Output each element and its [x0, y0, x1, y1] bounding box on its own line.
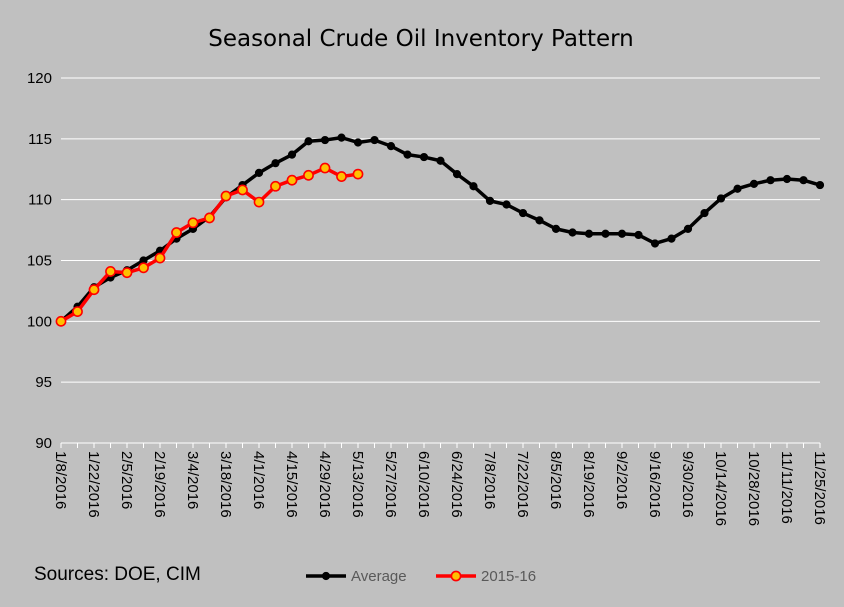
- data-point: [187, 217, 199, 229]
- y-tick-label: 110: [28, 192, 52, 209]
- x-tick-label: 4/29/2016: [316, 451, 333, 518]
- data-point: [601, 229, 610, 238]
- plot-series: [55, 133, 825, 327]
- legend-label: 2015-16: [481, 568, 536, 585]
- data-point: [72, 306, 83, 317]
- legend-label: Average: [351, 568, 407, 585]
- data-point: [650, 239, 660, 248]
- data-point: [287, 150, 297, 159]
- data-point: [584, 229, 594, 238]
- data-point: [782, 174, 792, 184]
- data-point: [436, 156, 445, 165]
- data-point: [518, 208, 528, 218]
- data-point: [320, 135, 330, 145]
- data-point: [154, 252, 166, 264]
- x-tick-label: 8/19/2016: [580, 451, 597, 518]
- data-point: [386, 142, 396, 151]
- data-point: [485, 196, 495, 205]
- data-point: [716, 194, 726, 203]
- axes: 90 95 100 105 110 115 120 1/8/2016 1/22/2016 2/5/…: [27, 70, 828, 526]
- y-tick-label: 105: [27, 253, 52, 270]
- data-point: [220, 190, 232, 202]
- data-point: [303, 169, 314, 181]
- data-point: [403, 150, 412, 159]
- x-tick-label: 7/8/2016: [481, 451, 498, 509]
- data-point: [337, 133, 346, 142]
- series-line: [60, 166, 359, 323]
- data-point: [733, 184, 742, 193]
- legend: Average 2015-16: [306, 568, 536, 585]
- x-tick-label: 6/10/2016: [415, 451, 432, 518]
- data-point: [667, 234, 676, 243]
- data-point: [171, 227, 182, 238]
- x-tick-label: 4/1/2016: [250, 451, 267, 509]
- x-tick-label: 9/30/2016: [679, 451, 696, 518]
- data-point: [352, 168, 364, 180]
- data-point: [799, 176, 808, 185]
- x-tick-label: 10/28/2016: [745, 451, 762, 526]
- chart-title: Seasonal Crude Oil Inventory Pattern: [208, 26, 634, 52]
- legend-swatch-marker: [450, 570, 462, 582]
- data-point: [370, 135, 379, 145]
- y-tick-label: 120: [27, 70, 52, 87]
- x-tick-label: 8/5/2016: [547, 451, 564, 509]
- data-point: [634, 230, 643, 240]
- data-point: [121, 267, 133, 279]
- data-point: [766, 176, 775, 185]
- legend-swatch-marker: [321, 571, 331, 581]
- x-tick-label: 1/8/2016: [52, 451, 69, 509]
- data-point: [535, 216, 544, 225]
- data-point: [617, 229, 627, 238]
- x-tick-label: 11/11/2016: [778, 451, 795, 524]
- data-point: [452, 170, 462, 179]
- data-point: [749, 179, 759, 188]
- x-tick-label: 10/14/2016: [712, 451, 729, 526]
- x-tick-label: 2/5/2016: [118, 451, 135, 509]
- x-tick-label: 5/13/2016: [349, 451, 366, 518]
- data-point: [270, 180, 281, 192]
- series-2015-16: [55, 162, 364, 327]
- x-tick-label: 9/16/2016: [646, 451, 663, 518]
- data-point: [336, 171, 347, 182]
- data-point: [419, 152, 429, 162]
- x-tick-label: 1/22/2016: [85, 451, 102, 518]
- data-point: [204, 212, 215, 224]
- x-tick-label: 3/4/2016: [184, 451, 201, 509]
- data-point: [105, 266, 116, 277]
- x-tick-label: 6/24/2016: [448, 451, 465, 518]
- y-tick-label: 90: [35, 435, 52, 452]
- y-tick-label: 100: [27, 313, 52, 330]
- data-point: [254, 168, 264, 177]
- data-point: [815, 180, 825, 190]
- x-tick-label: 11/25/2016: [811, 451, 828, 525]
- data-point: [683, 224, 693, 233]
- data-point: [568, 228, 577, 237]
- y-tick-label: 115: [28, 131, 52, 148]
- data-point: [469, 182, 478, 191]
- x-tick-label: 4/15/2016: [283, 451, 300, 518]
- y-tick-label: 95: [35, 374, 52, 391]
- x-tick-label: 5/27/2016: [382, 451, 399, 518]
- data-point: [88, 284, 100, 296]
- x-tick-label: 9/2/2016: [613, 451, 630, 509]
- sources-note: Sources: DOE, CIM: [34, 564, 201, 585]
- data-point: [138, 262, 149, 274]
- data-point: [304, 137, 313, 146]
- x-tick-label: 3/18/2016: [217, 451, 234, 518]
- x-tick-label: 7/22/2016: [514, 451, 531, 518]
- data-point: [286, 174, 298, 186]
- data-point: [319, 162, 331, 174]
- gridlines: [61, 77, 820, 383]
- data-point: [700, 208, 709, 218]
- data-point: [502, 200, 511, 209]
- data-point: [237, 184, 248, 196]
- x-tick-label: 2/19/2016: [151, 451, 168, 518]
- data-point: [353, 138, 363, 147]
- data-point: [55, 315, 67, 327]
- data-point: [253, 196, 265, 208]
- data-point: [551, 224, 561, 233]
- data-point: [271, 159, 280, 168]
